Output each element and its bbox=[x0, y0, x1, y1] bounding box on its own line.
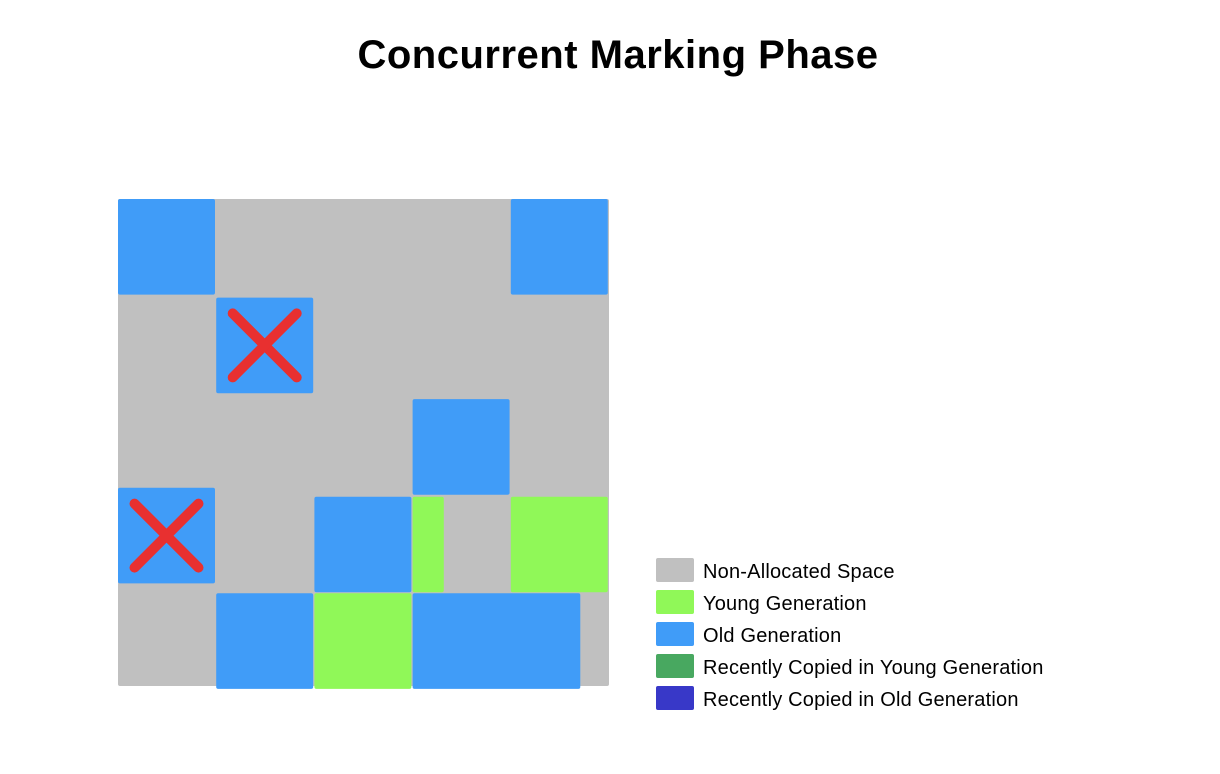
legend-label-recent-old: Recently Copied in Old Generation bbox=[703, 689, 1019, 711]
old-generation-region bbox=[118, 199, 215, 295]
old-generation-region bbox=[216, 593, 314, 689]
old-generation-region bbox=[412, 399, 510, 495]
legend-swatch-non-allocated bbox=[656, 558, 694, 582]
young-generation-region bbox=[510, 496, 608, 593]
young-generation-region bbox=[314, 593, 412, 689]
legend-label-recent-young: Recently Copied in Young Generation bbox=[703, 657, 1044, 679]
legend-swatch-young-generation bbox=[656, 590, 694, 614]
old-generation-region bbox=[314, 496, 412, 593]
legend-swatch-old-generation bbox=[656, 622, 694, 646]
young-generation-region bbox=[412, 496, 444, 593]
x-mark-stroke bbox=[129, 498, 204, 573]
old-generation-region bbox=[510, 199, 608, 295]
x-mark-stroke bbox=[227, 308, 302, 383]
garbage-x-mark-icon bbox=[227, 308, 302, 383]
legend-label-non-allocated: Non-Allocated Space bbox=[703, 561, 895, 583]
legend-label-old-generation: Old Generation bbox=[703, 625, 842, 647]
garbage-x-mark-icon bbox=[129, 498, 204, 573]
old-generation-region bbox=[412, 593, 581, 689]
legend-label-young-generation: Young Generation bbox=[703, 593, 867, 615]
legend-swatch-recent-old bbox=[656, 686, 694, 710]
legend-swatch-recent-young bbox=[656, 654, 694, 678]
diagram-title: Concurrent Marking Phase bbox=[357, 33, 879, 77]
